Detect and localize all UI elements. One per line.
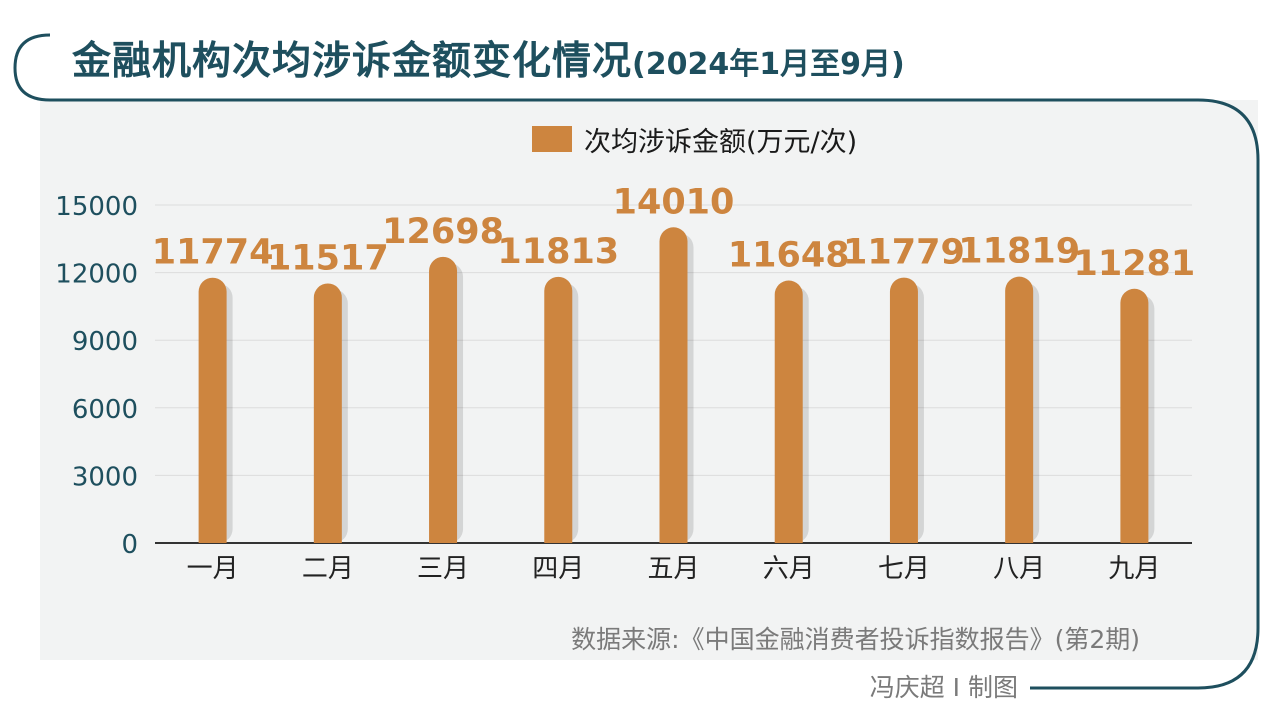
plot-background <box>40 100 1258 660</box>
data-source: 数据来源:《中国金融消费者投诉指数报告》(第2期) <box>571 625 1140 654</box>
bar <box>659 227 688 543</box>
x-tick-label: 七月 <box>878 554 930 584</box>
y-tick-label: 9000 <box>72 327 138 357</box>
bar-value-label: 12698 <box>382 212 504 252</box>
bar <box>544 276 573 543</box>
bar-value-label: 11648 <box>728 236 850 276</box>
credit: 冯庆超 I 制图 <box>869 673 1018 702</box>
bar <box>1120 288 1149 543</box>
y-tick-label: 6000 <box>72 395 138 425</box>
bar <box>429 256 458 543</box>
bar-value-label: 11779 <box>843 233 965 273</box>
x-tick-label: 一月 <box>187 554 239 584</box>
legend: 次均涉诉金额(万元/次) <box>532 122 858 158</box>
bar-value-label: 11517 <box>267 238 389 278</box>
x-tick-label: 九月 <box>1108 554 1160 584</box>
x-tick-label: 四月 <box>532 554 584 584</box>
bar-value-label: 11774 <box>152 233 274 273</box>
bar <box>198 277 227 543</box>
x-tick-label: 五月 <box>647 554 699 584</box>
bar-value-label: 11813 <box>497 232 619 272</box>
y-tick-label: 12000 <box>55 260 138 290</box>
y-tick-label: 0 <box>121 530 138 560</box>
x-tick-label: 三月 <box>417 554 469 584</box>
bar <box>774 280 803 543</box>
bar-value-label: 11819 <box>958 232 1080 272</box>
y-tick-label: 3000 <box>72 462 138 492</box>
bar-value-label: 11281 <box>1074 244 1196 284</box>
chart-title: 金融机构次均涉诉金额变化情况(2024年1月至9月) <box>72 30 905 90</box>
legend-swatch <box>532 126 572 152</box>
legend-label: 次均涉诉金额(万元/次) <box>584 126 858 158</box>
bar <box>1005 276 1034 543</box>
bar <box>889 277 918 543</box>
frame-border <box>13 33 1260 690</box>
x-tick-label: 二月 <box>302 554 354 584</box>
y-tick-label: 15000 <box>55 192 138 222</box>
x-tick-label: 六月 <box>763 554 815 584</box>
bar <box>313 283 342 543</box>
title-subtitle: (2024年1月至9月) <box>632 47 905 82</box>
x-tick-label: 八月 <box>993 554 1045 584</box>
title-main: 金融机构次均涉诉金额变化情况 <box>72 39 633 84</box>
bar-value-label: 14010 <box>613 182 735 222</box>
